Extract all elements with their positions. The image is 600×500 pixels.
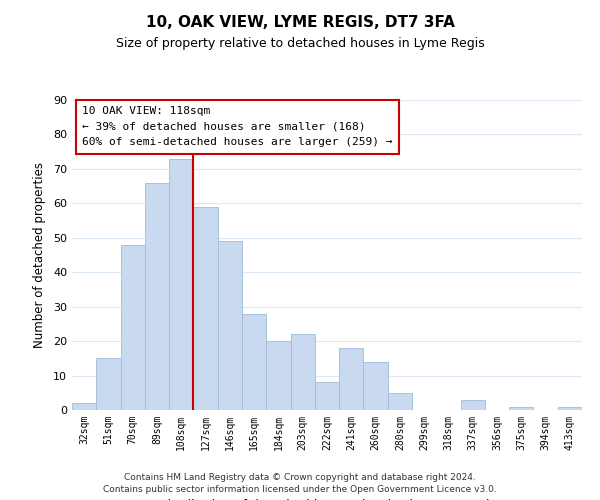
Y-axis label: Number of detached properties: Number of detached properties — [33, 162, 46, 348]
Text: 10 OAK VIEW: 118sqm
← 39% of detached houses are smaller (168)
60% of semi-detac: 10 OAK VIEW: 118sqm ← 39% of detached ho… — [82, 106, 392, 148]
Bar — [193, 207, 218, 410]
Bar — [509, 406, 533, 410]
Bar — [461, 400, 485, 410]
Text: Size of property relative to detached houses in Lyme Regis: Size of property relative to detached ho… — [116, 38, 484, 51]
Text: Contains public sector information licensed under the Open Government Licence v3: Contains public sector information licen… — [103, 485, 497, 494]
Bar — [339, 348, 364, 410]
Bar — [388, 393, 412, 410]
Bar — [315, 382, 339, 410]
Bar — [242, 314, 266, 410]
X-axis label: Distribution of detached houses by size in Lyme Regis: Distribution of detached houses by size … — [158, 498, 496, 500]
Bar — [145, 182, 169, 410]
Bar — [121, 244, 145, 410]
Bar — [266, 341, 290, 410]
Bar — [558, 406, 582, 410]
Bar — [96, 358, 121, 410]
Bar — [218, 241, 242, 410]
Bar — [364, 362, 388, 410]
Bar — [290, 334, 315, 410]
Text: 10, OAK VIEW, LYME REGIS, DT7 3FA: 10, OAK VIEW, LYME REGIS, DT7 3FA — [146, 15, 454, 30]
Text: Contains HM Land Registry data © Crown copyright and database right 2024.: Contains HM Land Registry data © Crown c… — [124, 472, 476, 482]
Bar — [169, 158, 193, 410]
Bar — [72, 403, 96, 410]
